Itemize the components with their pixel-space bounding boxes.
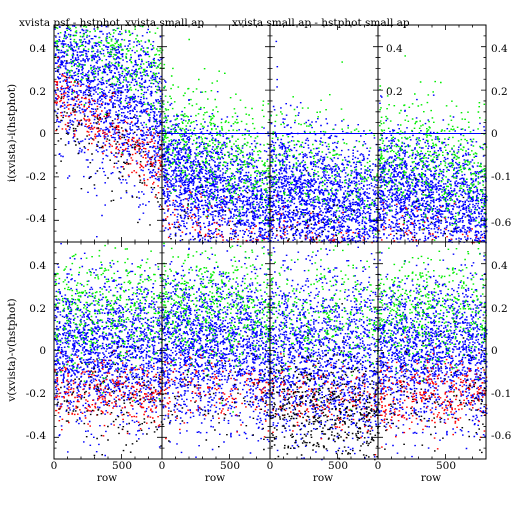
xtick-label: 500 xyxy=(328,460,348,472)
panel-points-0 xyxy=(54,25,164,238)
panel-ticks xyxy=(377,241,487,460)
point-series-blue xyxy=(378,245,488,458)
panel-points-6 xyxy=(270,243,380,461)
panel-ticks xyxy=(53,24,163,243)
xtick-label: 0 xyxy=(159,460,166,472)
point-series-blue xyxy=(54,25,164,238)
right-tick-label: -0.1 xyxy=(491,388,511,400)
xlabel: row xyxy=(421,472,441,484)
panel-frame xyxy=(53,24,163,243)
right-tick-label: -0.6 xyxy=(491,430,512,442)
point-series-blue xyxy=(54,243,164,457)
point-series-blue xyxy=(270,40,380,244)
right-tick-label: -0.6 xyxy=(491,217,512,229)
right-tick-label: 0.4 xyxy=(491,43,508,55)
point-series-red xyxy=(379,336,488,450)
ylabel-top: i(xvista)-i(hstphot) xyxy=(6,84,18,182)
inner-tick-label: 0.4 xyxy=(386,43,403,55)
title-col2: xvista small ap xyxy=(125,17,204,29)
point-series-blue xyxy=(270,246,380,461)
ytick-label: 0 xyxy=(39,345,46,357)
tick-marks xyxy=(53,24,487,460)
right-tick-label: 0.4 xyxy=(491,260,508,272)
ytick-label: 0.4 xyxy=(29,43,46,55)
xlabel: row xyxy=(97,472,117,484)
ylabel-bottom: v(xvista)-v(hstphot) xyxy=(6,298,18,402)
point-series-green xyxy=(378,55,488,243)
ytick-label: -0.2 xyxy=(26,171,46,183)
point-series-green xyxy=(378,242,488,416)
xtick-label: 0 xyxy=(267,460,274,472)
xlabel: row xyxy=(313,472,333,484)
ytick-label: -0.4 xyxy=(26,430,47,442)
right-tick-label: 0.2 xyxy=(491,86,508,98)
point-series-black xyxy=(170,163,253,241)
panel-points-4 xyxy=(54,243,164,457)
ytick-label: 0.4 xyxy=(29,260,46,272)
ytick-label: -0.2 xyxy=(26,388,46,400)
xtick-label: 500 xyxy=(220,460,240,472)
title-col1: xvista psf - hstphot xyxy=(19,17,121,29)
right-tick-label: 0.2 xyxy=(491,303,508,315)
panel-frame xyxy=(161,241,271,460)
point-series-blue xyxy=(162,244,272,458)
panel-points-5 xyxy=(162,242,272,458)
ytick-label: 0.2 xyxy=(29,303,46,315)
scatter-points xyxy=(54,25,488,461)
panel-points-7 xyxy=(378,242,488,458)
ytick-label: 0 xyxy=(39,128,46,140)
panel-points-1 xyxy=(162,38,272,244)
ytick-label: 0.2 xyxy=(29,86,46,98)
point-series-blue xyxy=(378,94,488,244)
panel-points-3 xyxy=(378,55,488,244)
xtick-label: 500 xyxy=(112,460,132,472)
panel-points-2 xyxy=(270,40,380,244)
xlabel: row xyxy=(205,472,225,484)
xtick-label: 0 xyxy=(51,460,58,472)
right-tick-label: 0 xyxy=(491,345,498,357)
ytick-label: -0.4 xyxy=(26,213,47,225)
xtick-label: 500 xyxy=(436,460,456,472)
point-series-black xyxy=(55,60,163,226)
panel-ticks xyxy=(161,241,271,460)
right-tick-label: -0.1 xyxy=(491,171,511,183)
inner-tick-label: 0.2 xyxy=(386,86,403,98)
panel-ticks xyxy=(53,241,163,460)
title-col3: xvista small ap - hstphot small ap xyxy=(232,17,410,29)
right-tick-label: 0 xyxy=(491,128,498,140)
panel-ticks xyxy=(269,241,379,460)
xtick-label: 0 xyxy=(375,460,382,472)
point-series-green xyxy=(270,243,380,411)
